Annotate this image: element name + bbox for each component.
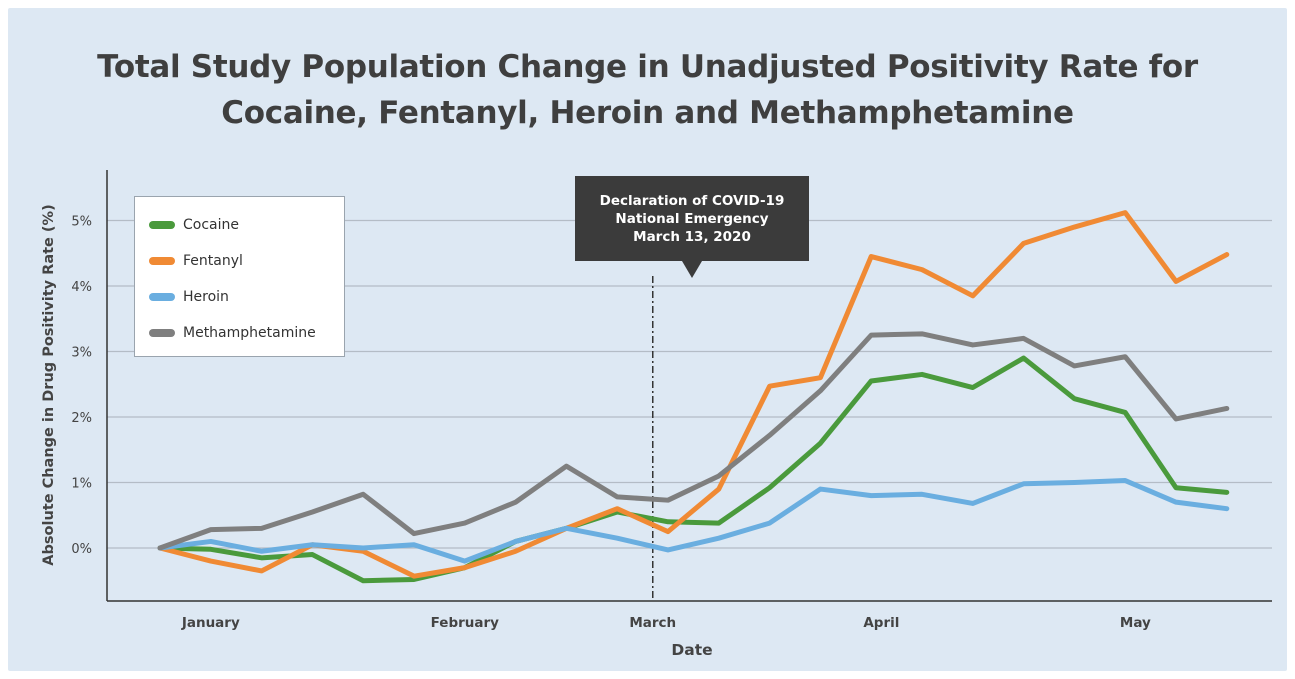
series-line-cocaine <box>157 355 1230 584</box>
callout-line-1: Declaration of COVID-19 <box>599 192 785 209</box>
legend-item-heroin: Heroin <box>149 287 229 307</box>
y-tick-label: 2% <box>71 411 92 426</box>
legend-swatch <box>149 293 175 301</box>
legend-swatch <box>149 221 175 229</box>
y-tick-label: 0% <box>71 542 92 557</box>
legend-label: Heroin <box>183 289 229 305</box>
x-axis-title: Date <box>671 641 712 659</box>
y-axis-title: Absolute Change in Drug Positivity Rate … <box>41 204 57 565</box>
covid-declaration-callout: Declaration of COVID-19 National Emergen… <box>575 176 809 261</box>
y-tick-label: 3% <box>71 346 92 361</box>
chart-title: Total Study Population Change in Unadjus… <box>8 44 1287 136</box>
x-tick-label: March <box>629 615 676 631</box>
y-tick-label: 5% <box>71 215 92 230</box>
legend-label: Fentanyl <box>183 253 243 269</box>
x-tick-label: January <box>181 615 240 631</box>
y-tick-label: 1% <box>71 477 92 492</box>
callout-line-3: March 13, 2020 <box>633 228 751 245</box>
callout-line-2: National Emergency <box>615 210 769 227</box>
x-tick-label: February <box>431 615 500 631</box>
legend-item-methamphetamine: Methamphetamine <box>149 323 316 343</box>
legend-label: Cocaine <box>183 217 239 233</box>
series-line-heroin <box>157 478 1230 564</box>
y-tick-label: 4% <box>71 280 92 295</box>
legend-label: Methamphetamine <box>183 325 316 341</box>
legend-swatch <box>149 329 175 337</box>
legend-swatch <box>149 257 175 265</box>
x-tick-label: May <box>1120 615 1151 631</box>
chart-legend: Cocaine Fentanyl Heroin Methamphetamine <box>134 196 345 357</box>
callout-pointer <box>682 261 702 278</box>
x-tick-label: April <box>863 615 899 631</box>
legend-item-fentanyl: Fentanyl <box>149 251 243 271</box>
series-line-methamphetamine <box>157 331 1230 551</box>
legend-item-cocaine: Cocaine <box>149 215 239 235</box>
chart-title-line-2: Cocaine, Fentanyl, Heroin and Methamphet… <box>221 95 1074 131</box>
chart-title-line-1: Total Study Population Change in Unadjus… <box>97 49 1198 85</box>
